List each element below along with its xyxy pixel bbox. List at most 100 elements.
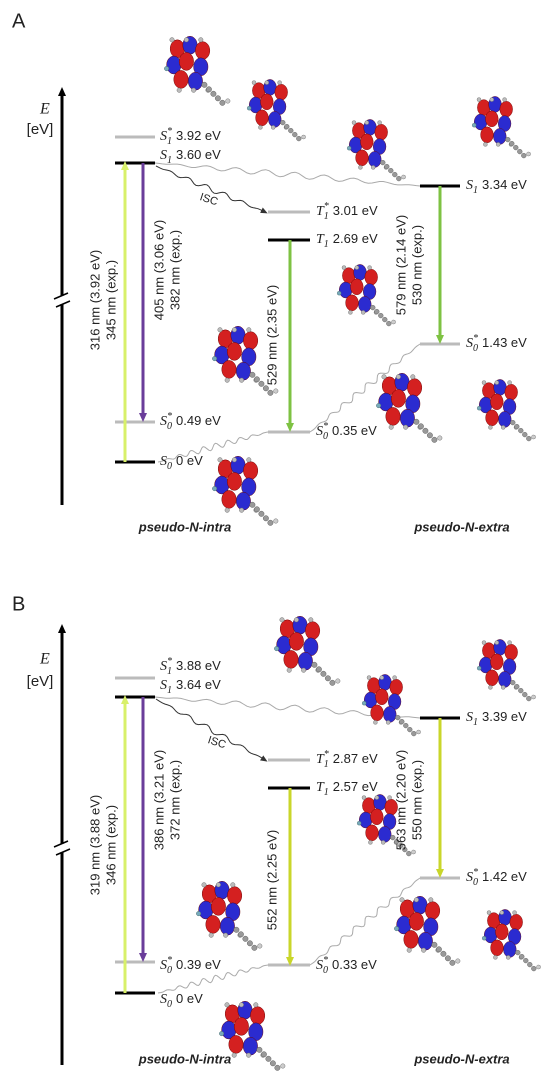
atom bbox=[389, 425, 394, 430]
atom bbox=[196, 911, 201, 916]
orbital-lobe bbox=[418, 932, 432, 950]
level-energy: 1.43 eV bbox=[482, 335, 527, 350]
orbital-lobe bbox=[503, 941, 516, 957]
level-energy: 3.34 eV bbox=[482, 177, 527, 192]
atom bbox=[234, 927, 239, 932]
atom bbox=[254, 377, 259, 382]
atom bbox=[514, 424, 519, 429]
orbital-lobe bbox=[256, 110, 269, 126]
atom bbox=[274, 389, 279, 394]
transition-label: 346 nm (exp.) bbox=[103, 805, 118, 885]
isc-path bbox=[156, 699, 265, 760]
atom bbox=[357, 821, 361, 825]
transition-label: 529 nm (2.35 eV) bbox=[264, 285, 279, 385]
atom bbox=[365, 121, 369, 125]
atom bbox=[518, 688, 523, 693]
state-symbol: S bbox=[160, 454, 167, 469]
orbital-lobe bbox=[375, 124, 388, 140]
level-energy: 3.60 eV bbox=[176, 147, 221, 162]
state-symbol: S bbox=[160, 659, 167, 674]
atom bbox=[482, 381, 486, 385]
atom bbox=[247, 328, 252, 333]
atom bbox=[263, 386, 268, 391]
molecule-name: pseudo-N-intra bbox=[138, 519, 231, 534]
atom bbox=[526, 436, 531, 441]
atom bbox=[225, 378, 230, 383]
orbital-lobe bbox=[174, 70, 188, 88]
atom bbox=[380, 160, 385, 165]
atom bbox=[399, 719, 404, 724]
orbital-illustration bbox=[347, 119, 405, 181]
atom bbox=[252, 945, 257, 950]
orbital-lobe bbox=[371, 705, 384, 721]
transition-label: 382 nm (exp.) bbox=[167, 230, 182, 310]
level-label: T12.69 eV bbox=[316, 231, 378, 250]
orbital-lobe bbox=[243, 1037, 257, 1055]
atom bbox=[488, 685, 492, 689]
atom bbox=[209, 933, 214, 938]
atom bbox=[259, 511, 264, 516]
level-energy: 1.42 eV bbox=[482, 869, 527, 884]
atom bbox=[493, 955, 497, 959]
figure: AE[eV]ISCS*13.92 eVS13.60 eVS*00.49 eVS0… bbox=[0, 0, 547, 1072]
state-symbol: S bbox=[316, 424, 323, 439]
atom bbox=[239, 378, 244, 383]
orbital-lobe bbox=[289, 632, 303, 650]
atom bbox=[274, 646, 279, 651]
atom bbox=[523, 958, 528, 963]
atom bbox=[396, 375, 401, 380]
atom bbox=[225, 508, 230, 513]
state-symbol: S bbox=[160, 129, 167, 144]
atom bbox=[531, 966, 536, 971]
level-label: S*00.39 eV bbox=[160, 955, 221, 976]
atom bbox=[373, 720, 377, 724]
atom bbox=[522, 692, 527, 697]
atom bbox=[296, 136, 301, 141]
atom bbox=[246, 1053, 251, 1058]
level-energy: 0.33 eV bbox=[332, 957, 377, 972]
atom bbox=[505, 137, 510, 142]
atom bbox=[382, 317, 387, 322]
atom bbox=[368, 266, 372, 270]
atom bbox=[220, 100, 225, 105]
atom bbox=[258, 944, 263, 949]
atom bbox=[376, 403, 381, 408]
atom bbox=[515, 950, 520, 955]
atom bbox=[247, 106, 251, 110]
transition-label: 550 nm (exp.) bbox=[409, 760, 424, 840]
atom bbox=[347, 146, 351, 150]
state-subscript: 1 bbox=[473, 185, 478, 196]
atom bbox=[215, 96, 220, 101]
level-energy: 2.87 eV bbox=[333, 751, 378, 766]
molecule-name: pseudo-N-extra bbox=[413, 1051, 509, 1066]
state-symbol: S bbox=[160, 958, 167, 973]
atom bbox=[510, 420, 515, 425]
atom bbox=[355, 266, 359, 270]
orbital-lobe bbox=[495, 924, 508, 940]
atom bbox=[184, 38, 189, 43]
level-label: T*12.87 eV bbox=[316, 749, 378, 770]
atom bbox=[483, 142, 487, 146]
atom bbox=[496, 142, 500, 146]
orbital-lobe bbox=[206, 915, 220, 933]
orbital-lobe bbox=[505, 644, 518, 660]
atom bbox=[284, 124, 289, 129]
atom bbox=[394, 926, 399, 931]
level-label: T*13.01 eV bbox=[316, 201, 378, 222]
atom bbox=[312, 662, 317, 667]
orbital-lobe bbox=[236, 492, 250, 510]
atom bbox=[441, 951, 446, 956]
atom bbox=[386, 321, 391, 326]
orbital-lobe bbox=[490, 394, 503, 410]
atom bbox=[392, 172, 397, 177]
atom bbox=[280, 120, 285, 125]
atom bbox=[380, 676, 384, 680]
atom bbox=[238, 932, 243, 937]
atom bbox=[487, 911, 491, 915]
atom bbox=[337, 291, 341, 295]
orbital-lobe bbox=[404, 930, 418, 948]
state-subscript: 1 bbox=[167, 136, 172, 147]
